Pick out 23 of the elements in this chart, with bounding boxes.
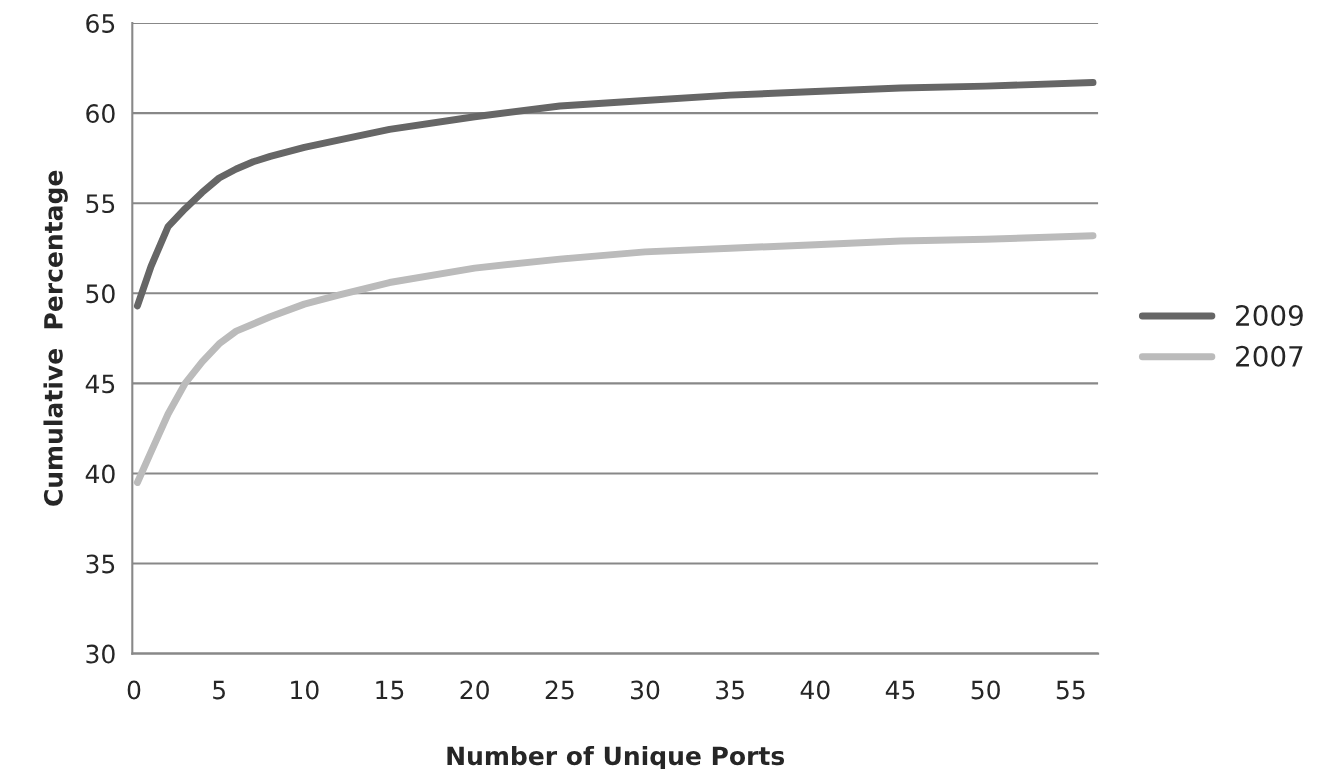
y-tick-label: 60 [86,104,115,124]
legend-label: 2009 [1236,305,1303,327]
x-tick-label: 15 [376,680,404,700]
y-tick-label: 55 [86,194,115,214]
x-tick-label: 35 [716,680,744,700]
y-tick-label: 40 [85,464,115,484]
legend-label: 2007 [1236,345,1303,367]
x-tick-label: 20 [460,680,489,700]
y-tick-label: 30 [86,644,115,664]
x-tick-label: 30 [631,680,660,700]
y-tick-label: 65 [86,14,115,33]
x-tick-label: 5 [213,680,225,700]
x-tick-label: 50 [971,680,1000,700]
y-tick-label: 45 [85,374,115,394]
y-tick-label: 50 [86,284,115,304]
x-tick-label: 55 [1056,680,1085,700]
x-tick-label: 40 [800,680,830,700]
x-tick-label: 10 [291,680,319,700]
y-tick-label: 35 [86,554,115,574]
y-axis-title: Cumulative Percentage [43,170,68,506]
x-tick-label: 0 [127,680,141,700]
x-tick-label: 25 [545,680,574,700]
x-tick-label: 45 [885,680,915,700]
